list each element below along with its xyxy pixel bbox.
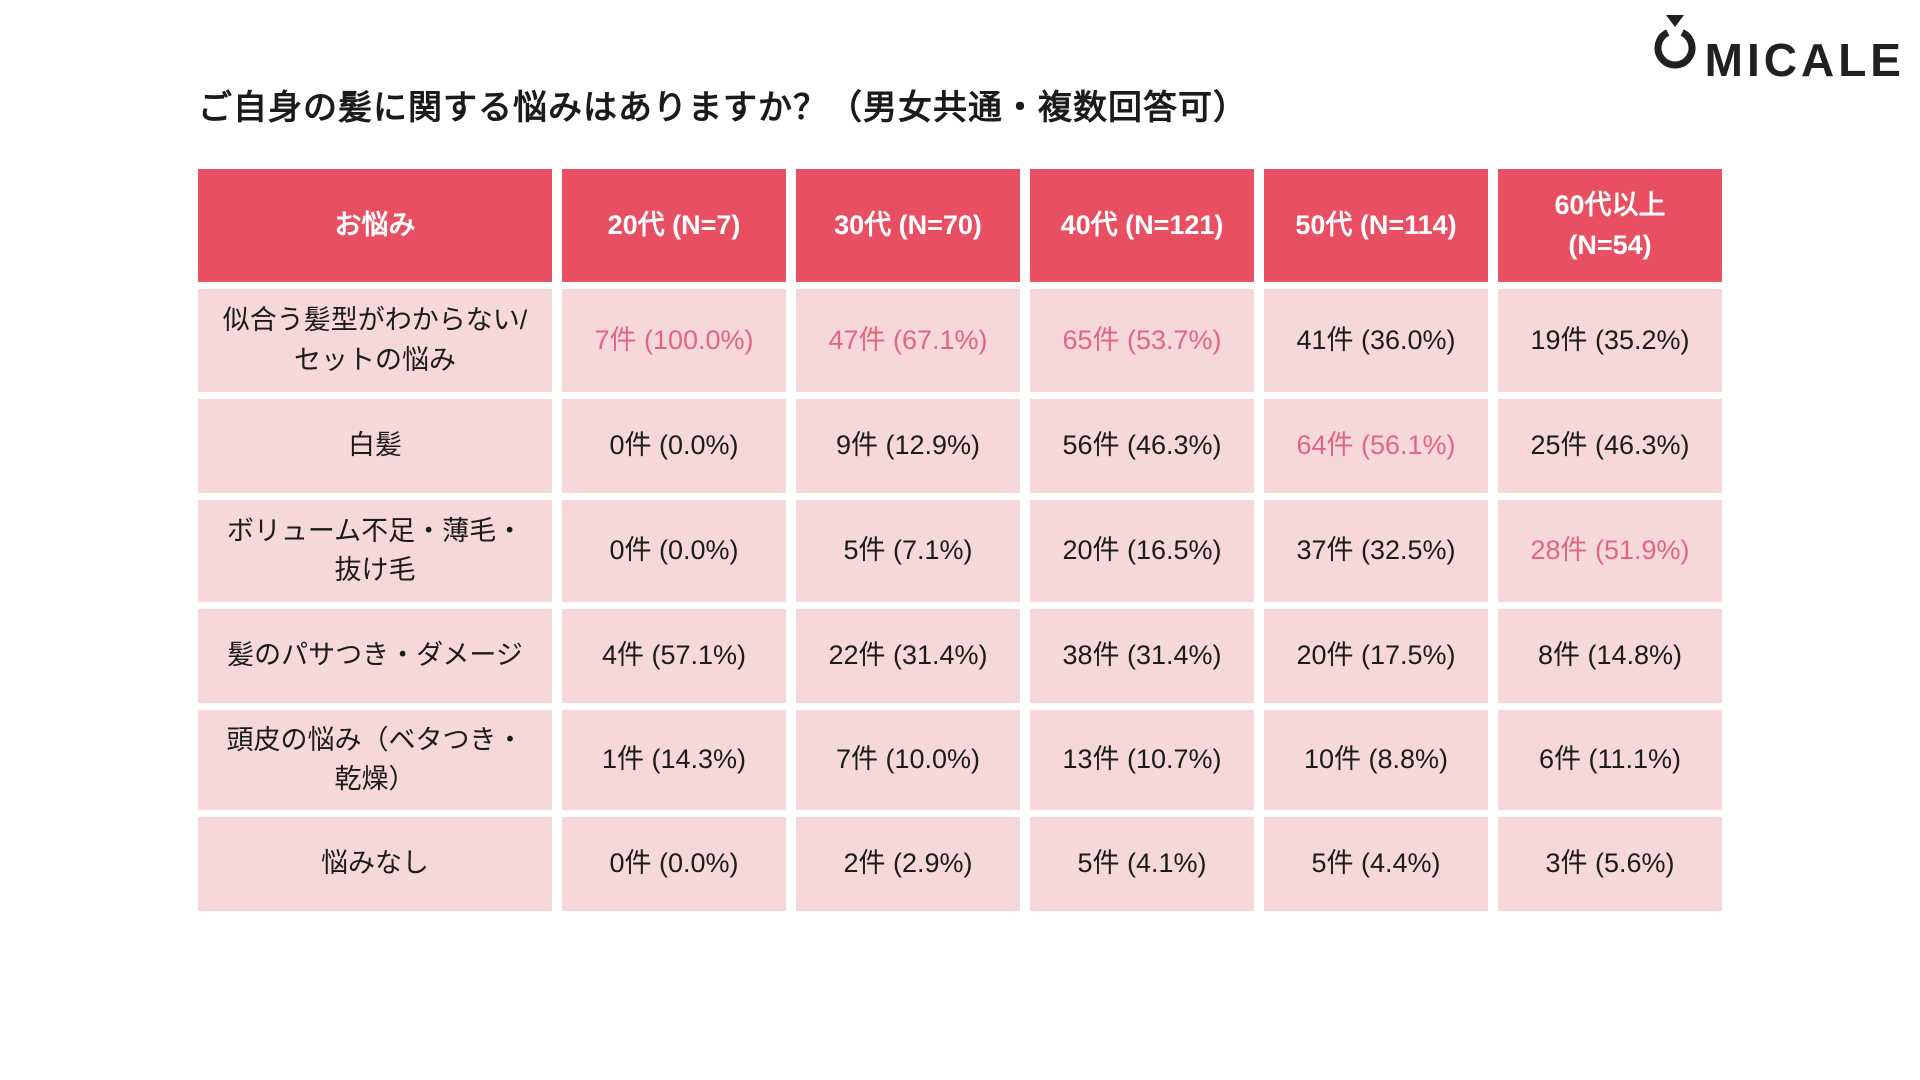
data-cell: 0件 (0.0%) xyxy=(562,500,786,602)
data-cell: 5件 (4.1%) xyxy=(1030,817,1254,911)
data-cell: 1件 (14.3%) xyxy=(562,710,786,810)
data-cell: 7件 (100.0%) xyxy=(562,289,786,392)
data-cell: 20件 (16.5%) xyxy=(1030,500,1254,602)
data-cell: 10件 (8.8%) xyxy=(1264,710,1488,810)
row-label: 髪のパサつき・ダメージ xyxy=(198,609,552,703)
data-cell: 28件 (51.9%) xyxy=(1498,500,1722,602)
data-cell: 22件 (31.4%) xyxy=(796,609,1020,703)
data-cell: 3件 (5.6%) xyxy=(1498,817,1722,911)
data-cell: 64件 (56.1%) xyxy=(1264,399,1488,493)
data-cell: 37件 (32.5%) xyxy=(1264,500,1488,602)
table-header-20s: 20代 (N=7) xyxy=(562,169,786,282)
data-cell: 65件 (53.7%) xyxy=(1030,289,1254,392)
page-title: ご自身の髪に関する悩みはありますか？（男女共通・複数回答可） xyxy=(198,89,1248,127)
data-cell: 0件 (0.0%) xyxy=(562,817,786,911)
data-cell: 47件 (67.1%) xyxy=(796,289,1020,392)
data-cell: 13件 (10.7%) xyxy=(1030,710,1254,810)
data-cell: 5件 (7.1%) xyxy=(796,500,1020,602)
row-label: 似合う髪型がわからない/ セットの悩み xyxy=(198,289,552,392)
data-cell: 5件 (4.4%) xyxy=(1264,817,1488,911)
data-cell: 41件 (36.0%) xyxy=(1264,289,1488,392)
data-cell: 9件 (12.9%) xyxy=(796,399,1020,493)
row-label: ボリューム不足・薄毛・ 抜け毛 xyxy=(198,500,552,602)
table-header-40s: 40代 (N=121) xyxy=(1030,169,1254,282)
table-header-50s: 50代 (N=114) xyxy=(1264,169,1488,282)
row-label: 白髪 xyxy=(198,399,552,493)
data-cell: 25件 (46.3%) xyxy=(1498,399,1722,493)
data-cell: 6件 (11.1%) xyxy=(1498,710,1722,810)
data-cell: 38件 (31.4%) xyxy=(1030,609,1254,703)
data-cell: 7件 (10.0%) xyxy=(796,710,1020,810)
data-cell: 19件 (35.2%) xyxy=(1498,289,1722,392)
data-cell: 20件 (17.5%) xyxy=(1264,609,1488,703)
brand-logo: MICALE xyxy=(1649,8,1905,83)
table-header-concern: お悩み xyxy=(198,169,552,282)
row-label: 悩みなし xyxy=(198,817,552,911)
data-cell: 4件 (57.1%) xyxy=(562,609,786,703)
table-header-60s-plus: 60代以上 (N=54) xyxy=(1498,169,1722,282)
data-cell: 8件 (14.8%) xyxy=(1498,609,1722,703)
row-label: 頭皮の悩み（ベタつき・ 乾燥） xyxy=(198,710,552,810)
data-cell: 56件 (46.3%) xyxy=(1030,399,1254,493)
table-header-30s: 30代 (N=70) xyxy=(796,169,1020,282)
data-cell: 0件 (0.0%) xyxy=(562,399,786,493)
survey-results-table: お悩み 20代 (N=7) 30代 (N=70) 40代 (N=121) 50代… xyxy=(198,169,1722,911)
data-cell: 2件 (2.9%) xyxy=(796,817,1020,911)
brand-logo-text: MICALE xyxy=(1704,34,1905,86)
ring-diamond-icon xyxy=(1649,8,1701,74)
